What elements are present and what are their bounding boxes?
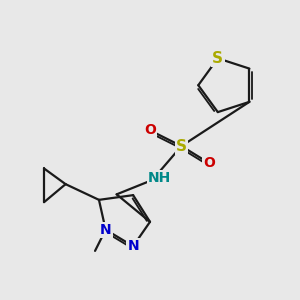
Text: O: O [144,123,156,137]
Text: O: O [203,156,215,170]
Text: S: S [212,51,223,66]
Text: S: S [176,139,187,154]
Text: N: N [100,223,111,237]
Text: N: N [127,239,139,253]
Text: NH: NH [148,171,171,185]
